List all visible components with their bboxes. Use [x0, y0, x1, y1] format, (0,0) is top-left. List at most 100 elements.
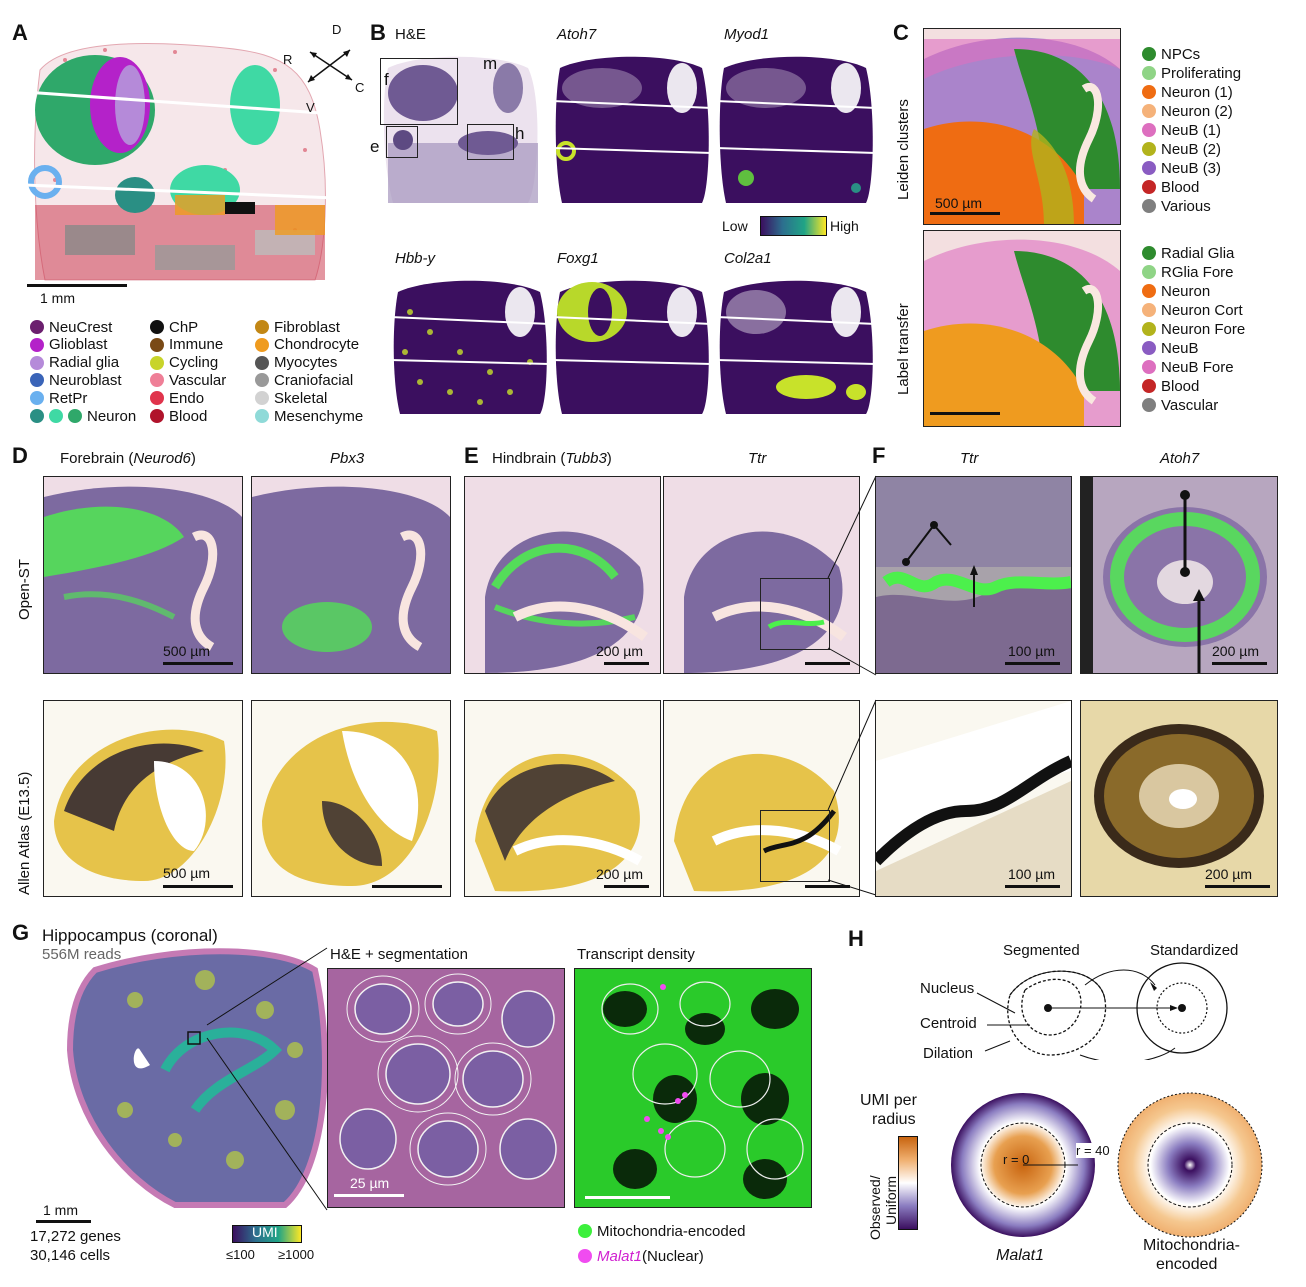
panel-g-he-segmentation-image — [327, 968, 565, 1208]
legend-item: Skeletal — [255, 389, 327, 407]
legend-swatch — [49, 409, 63, 423]
legend-label: Blood — [1161, 178, 1200, 196]
gene-atoh7-title: Atoh7 — [557, 26, 597, 43]
panel-e-inset-box-top — [760, 578, 830, 650]
legend-swatch — [578, 1224, 592, 1238]
panel-b-label: B — [370, 20, 386, 45]
gene-map-foxg1 — [552, 280, 712, 414]
panel-d-scalebar-bottom-2 — [372, 885, 442, 888]
panel-a-label: A — [12, 20, 28, 45]
panel-c-row-label-1: Leiden clusters — [895, 99, 912, 200]
panel-a-scalebar — [27, 284, 127, 287]
panel-e-scalebar-top-2 — [805, 662, 850, 665]
panel-g-he-scalebar-label: 25 µm — [350, 1175, 390, 1191]
legend-item: Craniofacial — [255, 371, 353, 389]
legend-label: Radial glia — [49, 354, 120, 372]
colorbar-viridis — [760, 216, 827, 236]
legend-label: Neuron (2) — [1161, 102, 1233, 120]
panel-d-allen-pbx3 — [251, 700, 451, 897]
legend-label: Vascular — [1161, 396, 1219, 414]
legend-item: Chondrocyte — [255, 336, 359, 354]
panel-f-scalebar-4 — [1205, 885, 1270, 888]
legend-label: Mitochondria-encoded — [597, 1222, 746, 1240]
panel-g-umi-high: ≥1000 — [278, 1247, 315, 1262]
legend-swatch — [1142, 47, 1156, 61]
legend-label: Various — [1161, 197, 1211, 215]
inset-label-e: e — [370, 137, 380, 156]
legend-item: Neuron (1) — [1142, 83, 1233, 101]
legend-label: Vascular — [169, 371, 227, 389]
legend-swatch — [578, 1249, 592, 1263]
panel-c-row-label-2: Label transfer — [895, 303, 912, 395]
panel-f-scalebar-3 — [1005, 885, 1060, 888]
panel-h-dilation-label: Dilation — [923, 1045, 974, 1062]
legend-label: Blood — [1161, 377, 1200, 395]
legend-label: NeuB — [1161, 339, 1199, 357]
panel-h-r0-label: r = 0 — [1003, 1152, 1030, 1167]
panel-g-zoom-lines — [206, 947, 328, 1211]
legend-swatch — [1142, 265, 1156, 279]
legend-item: Neuron (2) — [1142, 102, 1233, 120]
legend-swatch — [255, 373, 269, 388]
panel-d-title-2: Pbx3 — [330, 450, 365, 467]
legend-swatch — [1142, 199, 1156, 213]
legend-item: NeuB Fore — [1142, 358, 1234, 376]
legend-label: Proliferating — [1161, 64, 1242, 82]
legend-label: Neuron (1) — [1161, 83, 1233, 101]
legend-label: Cycling — [169, 354, 219, 372]
panel-f-scalebar-2-label: 200 µm — [1212, 643, 1259, 659]
legend-item: Proliferating — [1142, 64, 1241, 82]
panel-e-opensr-ttr — [663, 476, 860, 674]
panel-h-callout-lines — [976, 992, 1030, 1052]
panel-e-scalebar-top — [604, 662, 649, 665]
panel-h-umi-title-2: radius — [872, 1111, 916, 1128]
legend-swatch — [1142, 104, 1156, 118]
panel-h-label: H — [848, 926, 864, 951]
legend-swatch — [30, 320, 44, 334]
panel-g-density-image — [574, 968, 812, 1208]
legend-item: RGlia Fore — [1142, 263, 1234, 281]
legend-item: Blood — [1142, 178, 1199, 196]
panel-g-genes-count: 17,272 genes — [30, 1228, 121, 1245]
legend-item: NeuB (1) — [1142, 121, 1221, 139]
legend-item: Neuron — [1142, 282, 1210, 300]
legend-item-mito: Mitochondria-encoded — [578, 1222, 745, 1240]
panel-f-scalebar-4-label: 200 µm — [1205, 866, 1252, 882]
panel-h-centroid-label: Centroid — [920, 1015, 977, 1032]
panel-e-opensr-tubb3 — [464, 476, 661, 674]
legend-item: NeuCrest — [30, 318, 112, 336]
panel-a-scalebar-label: 1 mm — [40, 290, 75, 306]
legend-label: Neuron Cort — [1161, 301, 1243, 319]
compass-r: R — [283, 52, 293, 67]
panel-f-allen-ttr — [875, 700, 1072, 897]
legend-swatch — [255, 320, 269, 334]
legend-label: Endo — [169, 389, 205, 407]
gene-foxg1-title: Foxg1 — [557, 250, 599, 267]
legend-swatch — [150, 373, 164, 388]
panel-h-colorbar-label-1: Observed/ — [867, 1175, 883, 1240]
panel-c-leiden-image — [923, 28, 1121, 225]
panel-d-opensr-neurod6 — [43, 476, 243, 674]
legend-label: Malat1 — [597, 1247, 643, 1265]
panel-d-label: D — [12, 443, 28, 468]
panel-h-standardized: Standardized — [1150, 942, 1239, 959]
legend-swatch — [1142, 322, 1156, 336]
legend-label: Neuroblast — [49, 371, 122, 389]
panel-g-reads: 556M reads — [42, 946, 122, 963]
panel-e-allen-ttr — [663, 700, 860, 897]
legend-label: NeuB (1) — [1161, 121, 1222, 139]
legend-item: Myocytes — [255, 354, 337, 372]
legend-label: Radial Glia — [1161, 244, 1235, 262]
panel-b-he-title: H&E — [395, 26, 426, 43]
row-label-allen: Allen Atlas (E13.5) — [16, 771, 33, 895]
legend-swatch — [1142, 379, 1156, 393]
panel-e-scalebar-bottom-label: 200 µm — [596, 866, 643, 882]
compass-icon — [307, 49, 353, 83]
legend-item: NeuB (3) — [1142, 159, 1221, 177]
panel-a-tissue-map — [25, 42, 335, 281]
legend-item: Vascular — [150, 371, 226, 389]
panel-g-label: G — [12, 920, 30, 945]
panel-h-gene-malat1: Malat1 — [996, 1247, 1045, 1264]
colorbar-low-label: Low — [722, 218, 748, 234]
panel-h-colorbar — [898, 1136, 918, 1230]
